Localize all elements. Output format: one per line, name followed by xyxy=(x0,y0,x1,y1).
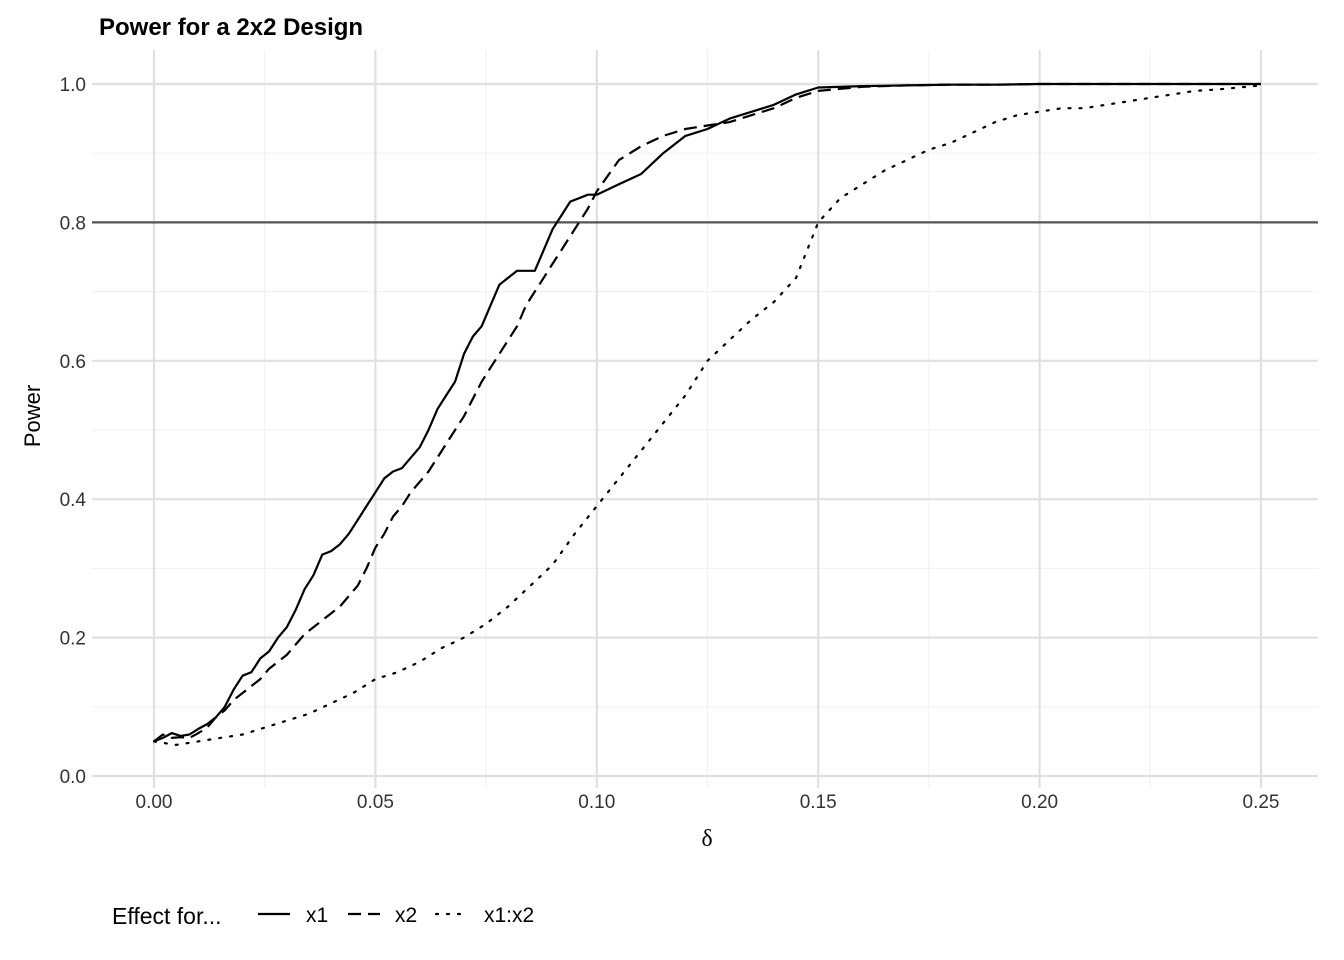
x-axis-label: δ xyxy=(701,826,712,852)
chart-title: Power for a 2x2 Design xyxy=(99,14,363,41)
y-axis-label: Power xyxy=(20,385,45,447)
y-tick-label: 1.0 xyxy=(60,75,86,96)
y-tick-label: 0.0 xyxy=(60,767,86,788)
x-tick-label: 0.10 xyxy=(578,792,615,813)
minor-gridlines xyxy=(92,50,1318,788)
series-line-x1-x2 xyxy=(152,84,1263,747)
legend-label-x2: x2 xyxy=(395,904,417,927)
legend-label-x1: x1 xyxy=(306,904,328,927)
x-tick-label: 0.00 xyxy=(136,792,173,813)
series-line-x2 xyxy=(153,82,1261,743)
y-tick-label: 0.8 xyxy=(60,213,86,234)
series-line-x1 xyxy=(153,82,1261,743)
x-axis-ticks: 0.00 0.05 0.10 0.15 0.20 0.25 xyxy=(136,792,1280,813)
x-tick-label: 0.15 xyxy=(800,792,837,813)
legend-label-x1-x2: x1:x2 xyxy=(484,904,534,927)
legend-title: Effect for... xyxy=(112,903,222,929)
x-tick-label: 0.05 xyxy=(357,792,394,813)
y-axis-ticks: 0.0 0.2 0.4 0.6 0.8 1.0 xyxy=(60,75,87,788)
y-tick-label: 0.2 xyxy=(60,629,86,650)
y-tick-label: 0.6 xyxy=(60,352,86,373)
legend: Effect for... x1 x2 x1:x2 xyxy=(112,903,534,929)
x-tick-label: 0.20 xyxy=(1021,792,1058,813)
y-tick-label: 0.4 xyxy=(60,490,87,511)
major-gridlines xyxy=(92,50,1318,788)
series-lines xyxy=(152,82,1263,747)
x-tick-label: 0.25 xyxy=(1243,792,1280,813)
